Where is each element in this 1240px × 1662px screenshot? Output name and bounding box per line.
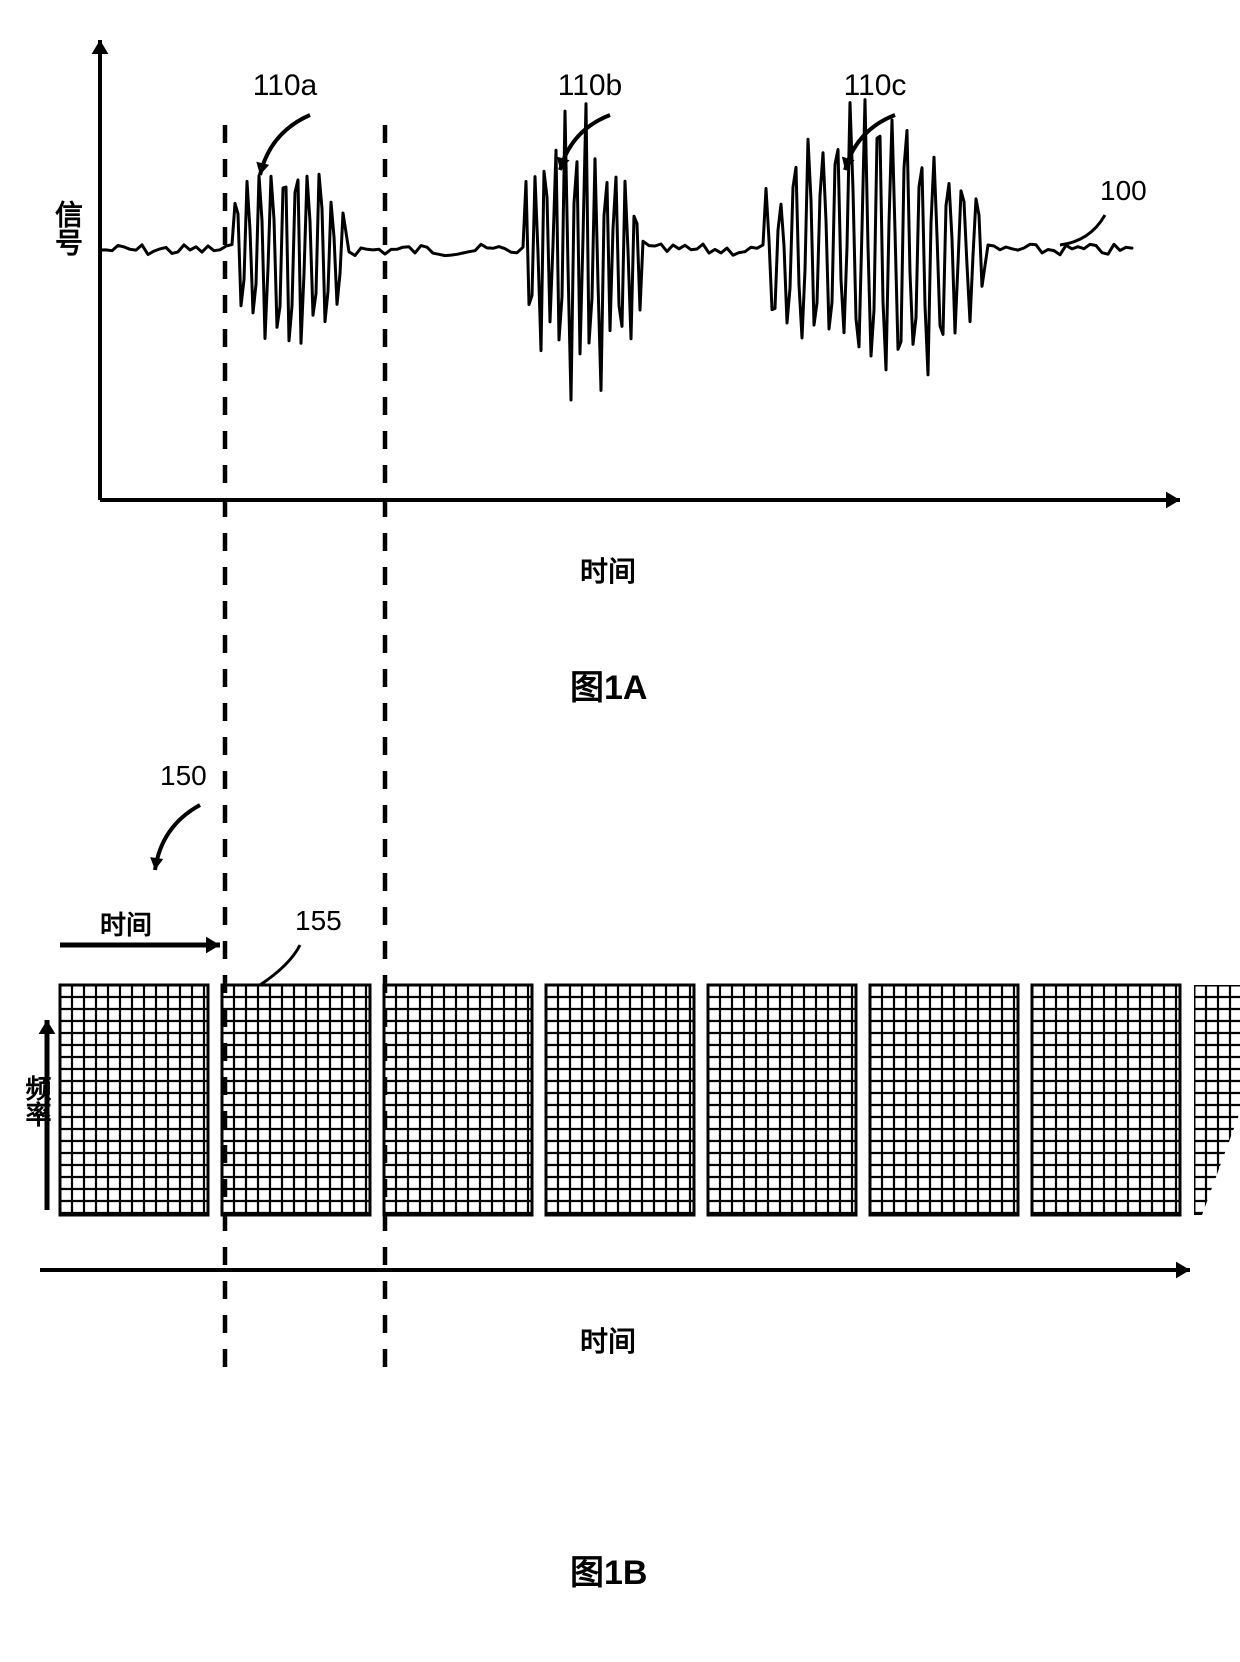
figB-frame-leader [260,945,300,985]
figB-x-axis-label: 时间 [580,1320,636,1360]
figA-burst-label-110a: 110a [253,69,318,102]
spectrogram-frame [1032,985,1180,1215]
figA-signal-waveform [100,100,1132,400]
figB-freq-arrow-label: 频率 [18,1075,55,1127]
spectrogram-frame [870,985,1018,1215]
figB-frame-label: 155 [295,905,342,936]
figB-x-axis-arrow-icon [1176,1262,1190,1279]
figA-y-axis-label: 信号 [46,200,86,256]
figB-time-arrow-label: 时间 [100,905,152,942]
figA-y-axis-arrow-icon [92,40,109,54]
figA-burst-label-110c: 110c [844,69,907,102]
spectrogram-frame [222,985,370,1215]
spectrogram-frame [708,985,856,1215]
figA-burst-label-110b: 110b [558,69,623,102]
spectrogram-frame [60,985,208,1215]
figA-burst-arrow-110a-head-icon [256,162,269,175]
figA-x-axis-label: 时间 [580,550,636,590]
figB-region-label: 150 [160,760,207,791]
figB-freq-arrow-head-icon [39,1020,56,1034]
spectrogram-frame [384,985,532,1215]
figA-trace-leader [1060,215,1105,245]
figA-x-axis-arrow-icon [1166,492,1180,509]
figB-title: 图1B [570,1545,647,1594]
figure-a-svg: 100 110a 110b 110c [0,0,1240,620]
figB-time-arrow-head-icon [206,937,220,954]
spectrogram-frame [546,985,694,1215]
figA-trace-label: 100 [1100,175,1147,206]
figA-title: 图1A [570,660,647,709]
spectrogram-frame [1194,985,1240,1215]
page: 100 110a 110b 110c 150 155 信号 时间 图1A 时间 频率 时… [0,0,1240,1662]
